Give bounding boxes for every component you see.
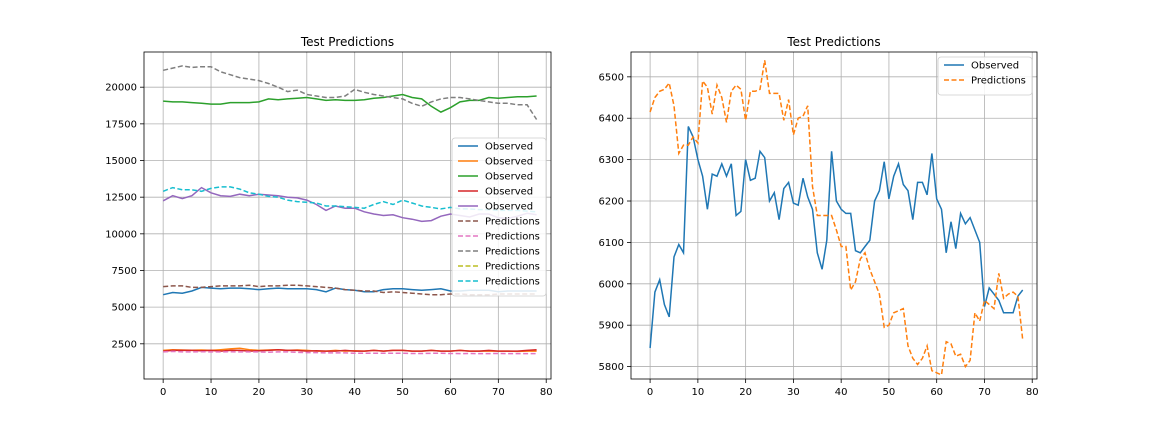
y-tick-label: 10000 (105, 229, 137, 240)
legend-label: Observed (485, 172, 533, 183)
legend-label: Predictions (971, 76, 1026, 87)
legend-box (451, 137, 547, 297)
x-tick-label: 50 (396, 387, 409, 398)
y-tick-label: 6200 (599, 197, 624, 208)
x-tick-label: 30 (787, 387, 800, 398)
y-tick-label: 20000 (105, 83, 137, 94)
y-tick-label: 2500 (112, 339, 137, 350)
chart-left: Test Predictions 0 10 20 30 40 50 60 70 80 2500 500… (105, 35, 552, 398)
series-line-predictions-6 (163, 350, 537, 355)
x-tick-label: 10 (692, 387, 705, 398)
y-tick-label: 6100 (599, 238, 624, 249)
y-tick-label: 6400 (599, 114, 624, 125)
axes-frame (630, 51, 1038, 380)
y-tick-label: 5800 (599, 362, 624, 373)
legend-box (937, 56, 1033, 96)
legend-label: Predictions (485, 232, 540, 243)
legend-label: Predictions (485, 247, 540, 258)
legend: Observed Observed Observed Observed Observed… (451, 137, 547, 297)
y-tick-label: 6500 (599, 72, 624, 83)
chart-title: Test Predictions (786, 35, 880, 49)
series-line-predictions-7 (163, 65, 538, 120)
y-tick-label: 5000 (112, 303, 137, 314)
x-tick-label: 0 (160, 387, 166, 398)
series-line-observed-2 (163, 93, 537, 113)
y-tick-label: 15000 (105, 156, 137, 167)
x-tick-label: 60 (930, 387, 943, 398)
y-tick-label: 7500 (112, 266, 137, 277)
x-tick-label: 40 (348, 387, 361, 398)
x-tick-label: 30 (300, 387, 313, 398)
chart-title: Test Predictions (300, 35, 394, 49)
series-line-observed-0 (649, 126, 1024, 349)
legend: Observed Predictions (937, 56, 1033, 96)
series-line-predictions-1 (649, 60, 1024, 376)
y-tick-label: 12500 (105, 193, 137, 204)
legend-label: Predictions (485, 217, 540, 228)
legend-label: Observed (485, 187, 533, 198)
legend-label: Observed (485, 142, 533, 153)
axes-frame (143, 51, 552, 380)
legend-label: Predictions (485, 277, 540, 288)
legend-label: Observed (485, 202, 533, 213)
x-tick-label: 80 (1026, 387, 1039, 398)
legend-label: Observed (971, 61, 1019, 72)
legend-label: Predictions (485, 262, 540, 273)
y-tick-label: 6000 (599, 279, 624, 290)
x-tick-label: 0 (647, 387, 653, 398)
x-tick-label: 20 (253, 387, 266, 398)
y-tick-label: 5900 (599, 321, 624, 332)
legend-label: Observed (485, 157, 533, 168)
x-tick-label: 70 (978, 387, 991, 398)
x-tick-label: 50 (883, 387, 896, 398)
y-tick-label: 6300 (599, 155, 624, 166)
x-tick-label: 20 (739, 387, 752, 398)
x-tick-label: 10 (205, 387, 218, 398)
plot-area (649, 60, 1024, 376)
x-tick-label: 70 (492, 387, 505, 398)
chart-right: Test Predictions 0 10 20 30 40 50 60 70 80 5800 590… (599, 35, 1039, 398)
x-tick-label: 60 (444, 387, 457, 398)
x-tick-label: 80 (540, 387, 553, 398)
x-tick-label: 40 (835, 387, 848, 398)
y-tick-label: 17500 (105, 119, 137, 130)
series-line-observed-3 (163, 348, 537, 352)
